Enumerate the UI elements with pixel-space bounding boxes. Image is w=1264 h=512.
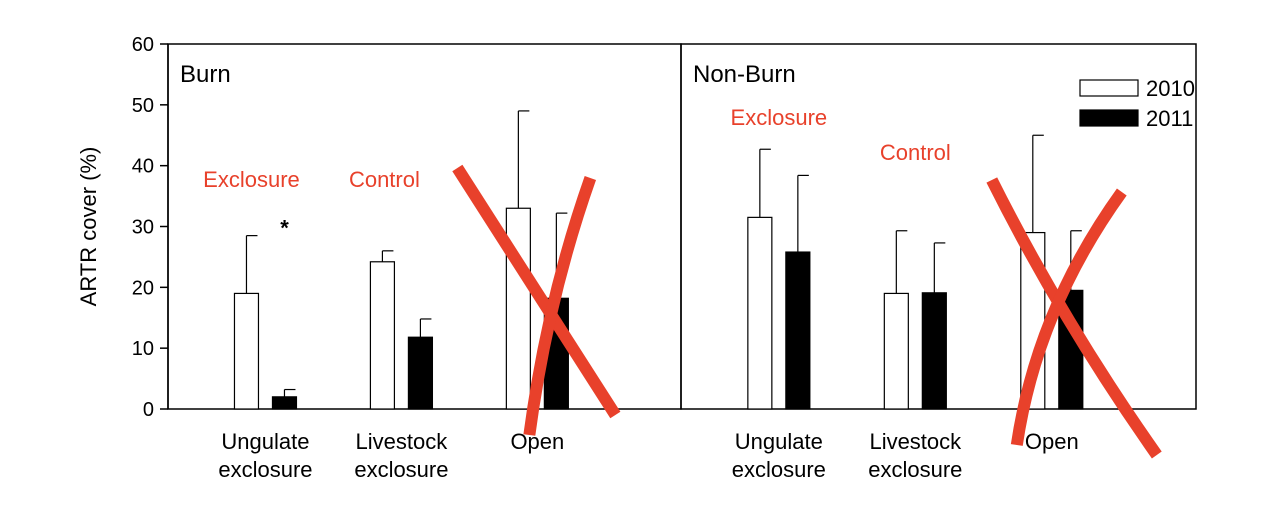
category-label-line2: exclosure	[868, 457, 962, 482]
panel-non-burn: Non-Burn Ungulate exclosure Livestock exclos…	[680, 43, 1197, 482]
category-label: Open	[510, 429, 564, 454]
category-label: Ungulate	[221, 429, 309, 454]
legend: 2010 2011	[1079, 76, 1195, 131]
y-tick-label: 40	[132, 156, 154, 178]
bar-2011	[407, 336, 434, 410]
cross-stroke	[986, 177, 1162, 459]
panel-burn: Burn Ungulate exclosure Livestock exclosure O…	[167, 43, 682, 482]
y-axis: 0 10 20 30 40 50 60 ARTR cover (%)	[76, 34, 169, 421]
y-axis-label: ARTR cover (%)	[76, 147, 101, 307]
bar-2010	[369, 261, 396, 410]
y-tick-label: 20	[132, 277, 154, 299]
significance-marker: *	[280, 216, 289, 241]
annotation-label: Control	[880, 140, 951, 165]
bar-2010	[233, 292, 260, 410]
category-label: Ungulate	[735, 429, 823, 454]
category-label-line2: exclosure	[218, 457, 312, 482]
panel-title: Burn	[180, 61, 231, 88]
annotation-label: Exclosure	[731, 105, 828, 130]
y-ticks: 0 10 20 30 40 50 60	[132, 34, 168, 421]
legend-label: 2011	[1146, 106, 1193, 131]
cross-stroke	[523, 176, 597, 436]
y-tick-label: 50	[132, 95, 154, 117]
bar-2010	[505, 207, 531, 410]
category-group: Livestock exclosure	[868, 230, 962, 482]
category-label: Livestock	[869, 429, 962, 454]
panels: Burn Ungulate exclosure Livestock exclosure O…	[167, 43, 1197, 482]
annotation-label: Exclosure	[203, 167, 300, 192]
legend-label: 2010	[1146, 76, 1195, 101]
category-group: Livestock exclosure	[354, 250, 449, 482]
category-group: Ungulate exclosure	[732, 148, 826, 482]
cross-out-mark	[452, 164, 621, 436]
legend-swatch-2010	[1079, 79, 1139, 97]
bar-2011	[785, 251, 811, 410]
bar-2011	[271, 396, 298, 410]
category-label-line2: exclosure	[732, 457, 826, 482]
y-tick-label: 30	[132, 217, 154, 239]
annotation-label: Control	[349, 167, 420, 192]
y-tick-label: 0	[143, 399, 154, 421]
category-group: Ungulate exclosure	[218, 235, 313, 482]
category-label: Livestock	[356, 429, 449, 454]
category-label-line2: exclosure	[354, 457, 448, 482]
y-tick-label: 60	[132, 34, 154, 56]
bar-2010	[747, 216, 773, 410]
cross-stroke	[1010, 188, 1127, 446]
bar-2011	[921, 292, 947, 410]
bar-2010	[883, 292, 909, 410]
cross-stroke	[452, 164, 621, 419]
y-tick-label: 10	[132, 338, 154, 360]
cross-out-mark	[986, 177, 1162, 459]
category-label: Open	[1025, 429, 1079, 454]
panel-title: Non-Burn	[693, 61, 796, 88]
legend-swatch-2011	[1079, 109, 1139, 127]
